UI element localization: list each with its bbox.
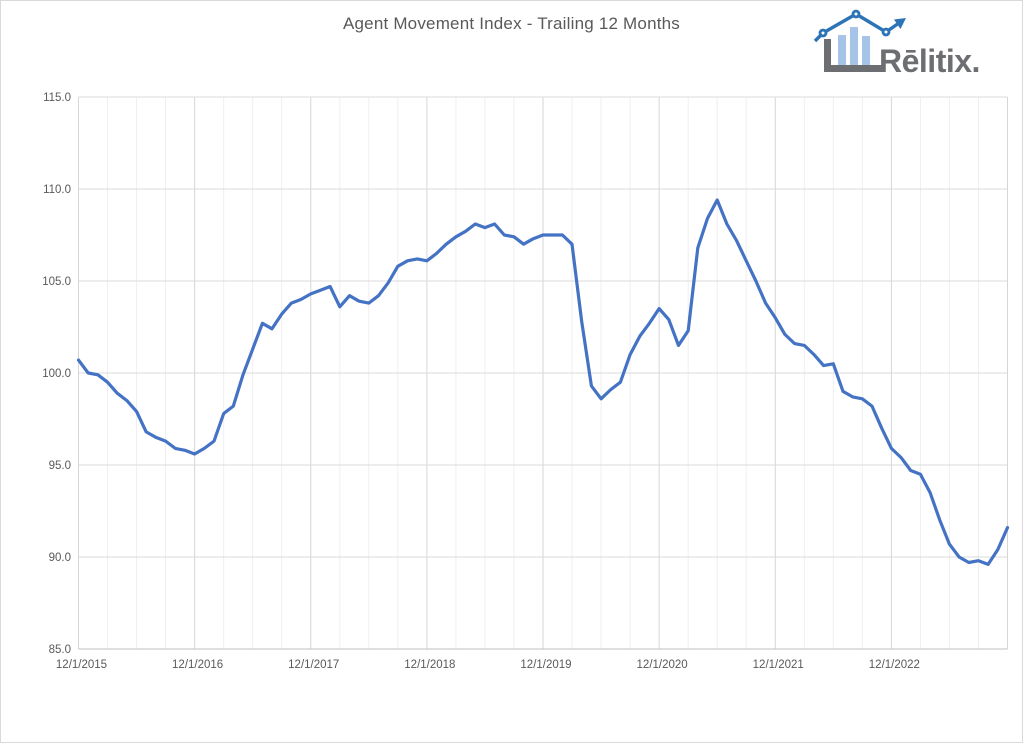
- chart-title: Agent Movement Index - Trailing 12 Month…: [342, 14, 681, 33]
- logo-node-center: [821, 31, 825, 35]
- logo-trend-line-icon: [813, 9, 906, 43]
- relitix-logo: Rēlitix.: [813, 9, 980, 79]
- logo-axis-icon: [824, 39, 884, 72]
- y-axis-labels: 85.0 90.0 95.0 100.0 105.0 110.0 115.0: [42, 92, 71, 656]
- y-tick-label: 95.0: [49, 460, 71, 472]
- logo-bar: [850, 27, 858, 67]
- logo-node-center: [854, 12, 858, 16]
- x-tick-label: 12/1/2021: [753, 659, 804, 671]
- y-tick-label: 100.0: [42, 368, 71, 380]
- x-axis-labels: 12/1/2015 12/1/2016 12/1/2017 12/1/2018 12/1…: [56, 659, 920, 671]
- x-tick-label: 12/1/2015: [56, 659, 107, 671]
- logo-node-center: [884, 30, 888, 34]
- y-gridlines: [78, 96, 1008, 650]
- logo-bar: [838, 35, 846, 67]
- y-tick-label: 105.0: [42, 276, 71, 288]
- y-tick-label: 110.0: [43, 184, 71, 196]
- data-series-line: [76, 198, 1010, 567]
- x-tick-label: 12/1/2018: [404, 659, 455, 671]
- logo-wordmark: Rēlitix.: [879, 43, 980, 79]
- x-tick-label: 12/1/2016: [172, 659, 223, 671]
- y-tick-label: 115.0: [43, 92, 71, 104]
- y-tick-label: 85.0: [49, 644, 71, 656]
- x-tick-label: 12/1/2017: [288, 659, 339, 671]
- x-tick-label: 12/1/2019: [520, 659, 571, 671]
- logo-bar: [862, 36, 870, 67]
- logo-bars-icon: [838, 27, 870, 67]
- x-tick-label: 12/1/2020: [637, 659, 688, 671]
- logo-arrow-icon: [894, 18, 906, 29]
- y-tick-label: 90.0: [49, 552, 71, 564]
- x-tick-label: 12/1/2022: [869, 659, 920, 671]
